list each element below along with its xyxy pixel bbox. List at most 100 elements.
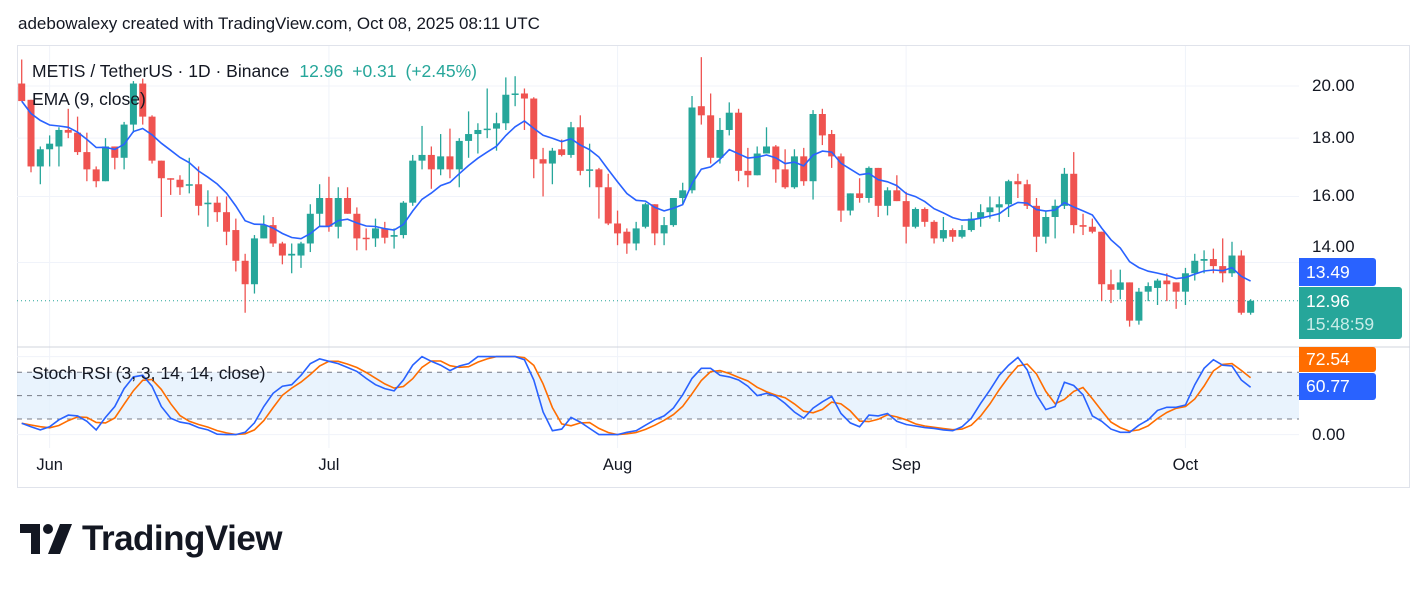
ema-legend[interactable]: EMA (9, close) bbox=[32, 89, 146, 109]
candle-body bbox=[586, 169, 594, 171]
tradingview-logo-text: TradingView bbox=[82, 519, 283, 558]
candle-body bbox=[316, 198, 324, 214]
chart-frame bbox=[17, 45, 1410, 488]
candle bbox=[148, 115, 156, 164]
candle-body bbox=[818, 114, 826, 136]
candle-body bbox=[623, 231, 631, 244]
candle-body bbox=[1070, 173, 1078, 226]
candle-body bbox=[18, 83, 26, 102]
candle-body bbox=[474, 129, 482, 135]
candle-body bbox=[1098, 231, 1106, 285]
candle-body bbox=[371, 228, 379, 239]
candle-body bbox=[362, 237, 370, 240]
candle-body bbox=[101, 146, 109, 182]
candle bbox=[1014, 173, 1022, 199]
candle-body bbox=[455, 140, 463, 170]
candle bbox=[902, 191, 910, 244]
candle-body bbox=[716, 129, 724, 158]
candle-body bbox=[1014, 181, 1022, 185]
candle-body bbox=[548, 150, 556, 164]
candle-body bbox=[856, 193, 864, 199]
candle bbox=[772, 145, 780, 183]
candle-body bbox=[418, 154, 426, 161]
candle-body bbox=[306, 213, 314, 244]
candle bbox=[269, 216, 277, 247]
candle-body bbox=[74, 132, 82, 153]
candle bbox=[800, 147, 808, 186]
candle bbox=[1154, 278, 1162, 305]
candle-body bbox=[409, 160, 417, 203]
tradingview-logo-icon bbox=[20, 524, 72, 554]
candle-body bbox=[697, 106, 705, 116]
symbol-legend[interactable]: METIS / TetherUS · 1D · Binance bbox=[32, 61, 290, 81]
candle-body bbox=[735, 112, 743, 171]
candle-body bbox=[884, 190, 892, 206]
candle-body bbox=[1247, 300, 1255, 313]
candle bbox=[669, 198, 677, 227]
candle-body bbox=[809, 114, 817, 182]
candle bbox=[157, 160, 165, 217]
stoch-d-line bbox=[21, 355, 1252, 436]
candle-body bbox=[1060, 173, 1068, 206]
candle bbox=[660, 216, 668, 246]
candle-body bbox=[781, 169, 789, 188]
candle bbox=[474, 123, 482, 154]
candle bbox=[92, 166, 100, 188]
candle bbox=[204, 190, 212, 227]
price-tick-label: 20.00 bbox=[1312, 76, 1355, 95]
candle-body bbox=[688, 107, 696, 191]
candle bbox=[651, 204, 659, 246]
candle bbox=[604, 173, 612, 226]
candle-body bbox=[185, 184, 193, 186]
candle-body bbox=[502, 94, 510, 124]
candle bbox=[1023, 179, 1031, 209]
candle-body bbox=[828, 134, 836, 157]
candle bbox=[697, 57, 705, 125]
candle bbox=[381, 221, 389, 244]
candle bbox=[1005, 179, 1013, 217]
candle-body bbox=[1107, 284, 1115, 290]
candle bbox=[539, 147, 547, 197]
tradingview-logo[interactable]: TradingView bbox=[20, 519, 283, 559]
candle bbox=[409, 154, 417, 206]
candle bbox=[846, 193, 854, 216]
candle-body bbox=[874, 167, 882, 206]
candle-body bbox=[288, 253, 296, 256]
candle bbox=[399, 201, 407, 239]
candle-body bbox=[1181, 273, 1189, 292]
candle-body bbox=[949, 230, 957, 237]
candle-body bbox=[334, 198, 342, 227]
candle bbox=[297, 241, 305, 268]
candle-body bbox=[139, 83, 147, 117]
candle-body bbox=[846, 193, 854, 211]
candle bbox=[1098, 231, 1106, 302]
candle-body bbox=[893, 190, 901, 202]
candle-body bbox=[790, 156, 798, 188]
candle-body bbox=[120, 124, 128, 158]
candle bbox=[46, 135, 54, 167]
time-tick-label: Jun bbox=[36, 456, 63, 474]
candle bbox=[781, 149, 789, 189]
ema-line bbox=[21, 100, 1251, 282]
stoch-tick-label: 0.00 bbox=[1312, 424, 1346, 444]
candle bbox=[874, 167, 882, 217]
candle-body bbox=[483, 128, 491, 131]
candle bbox=[828, 129, 836, 168]
candle bbox=[232, 218, 240, 272]
candle bbox=[316, 184, 324, 227]
last-price-badge-value: 12.96 bbox=[1306, 291, 1350, 311]
candle bbox=[893, 175, 901, 202]
stoch-rsi-legend[interactable]: Stoch RSI (3, 3, 14, 14, close) bbox=[32, 363, 266, 383]
candle-body bbox=[1005, 181, 1013, 205]
candle bbox=[530, 97, 538, 179]
candle-body bbox=[269, 225, 277, 244]
candle bbox=[1079, 213, 1087, 236]
candle bbox=[1032, 198, 1040, 253]
candle bbox=[334, 187, 342, 239]
candle bbox=[483, 88, 491, 139]
candle bbox=[1042, 210, 1050, 244]
candle-body bbox=[967, 218, 975, 231]
candle-body bbox=[213, 202, 221, 213]
candle bbox=[548, 147, 556, 185]
